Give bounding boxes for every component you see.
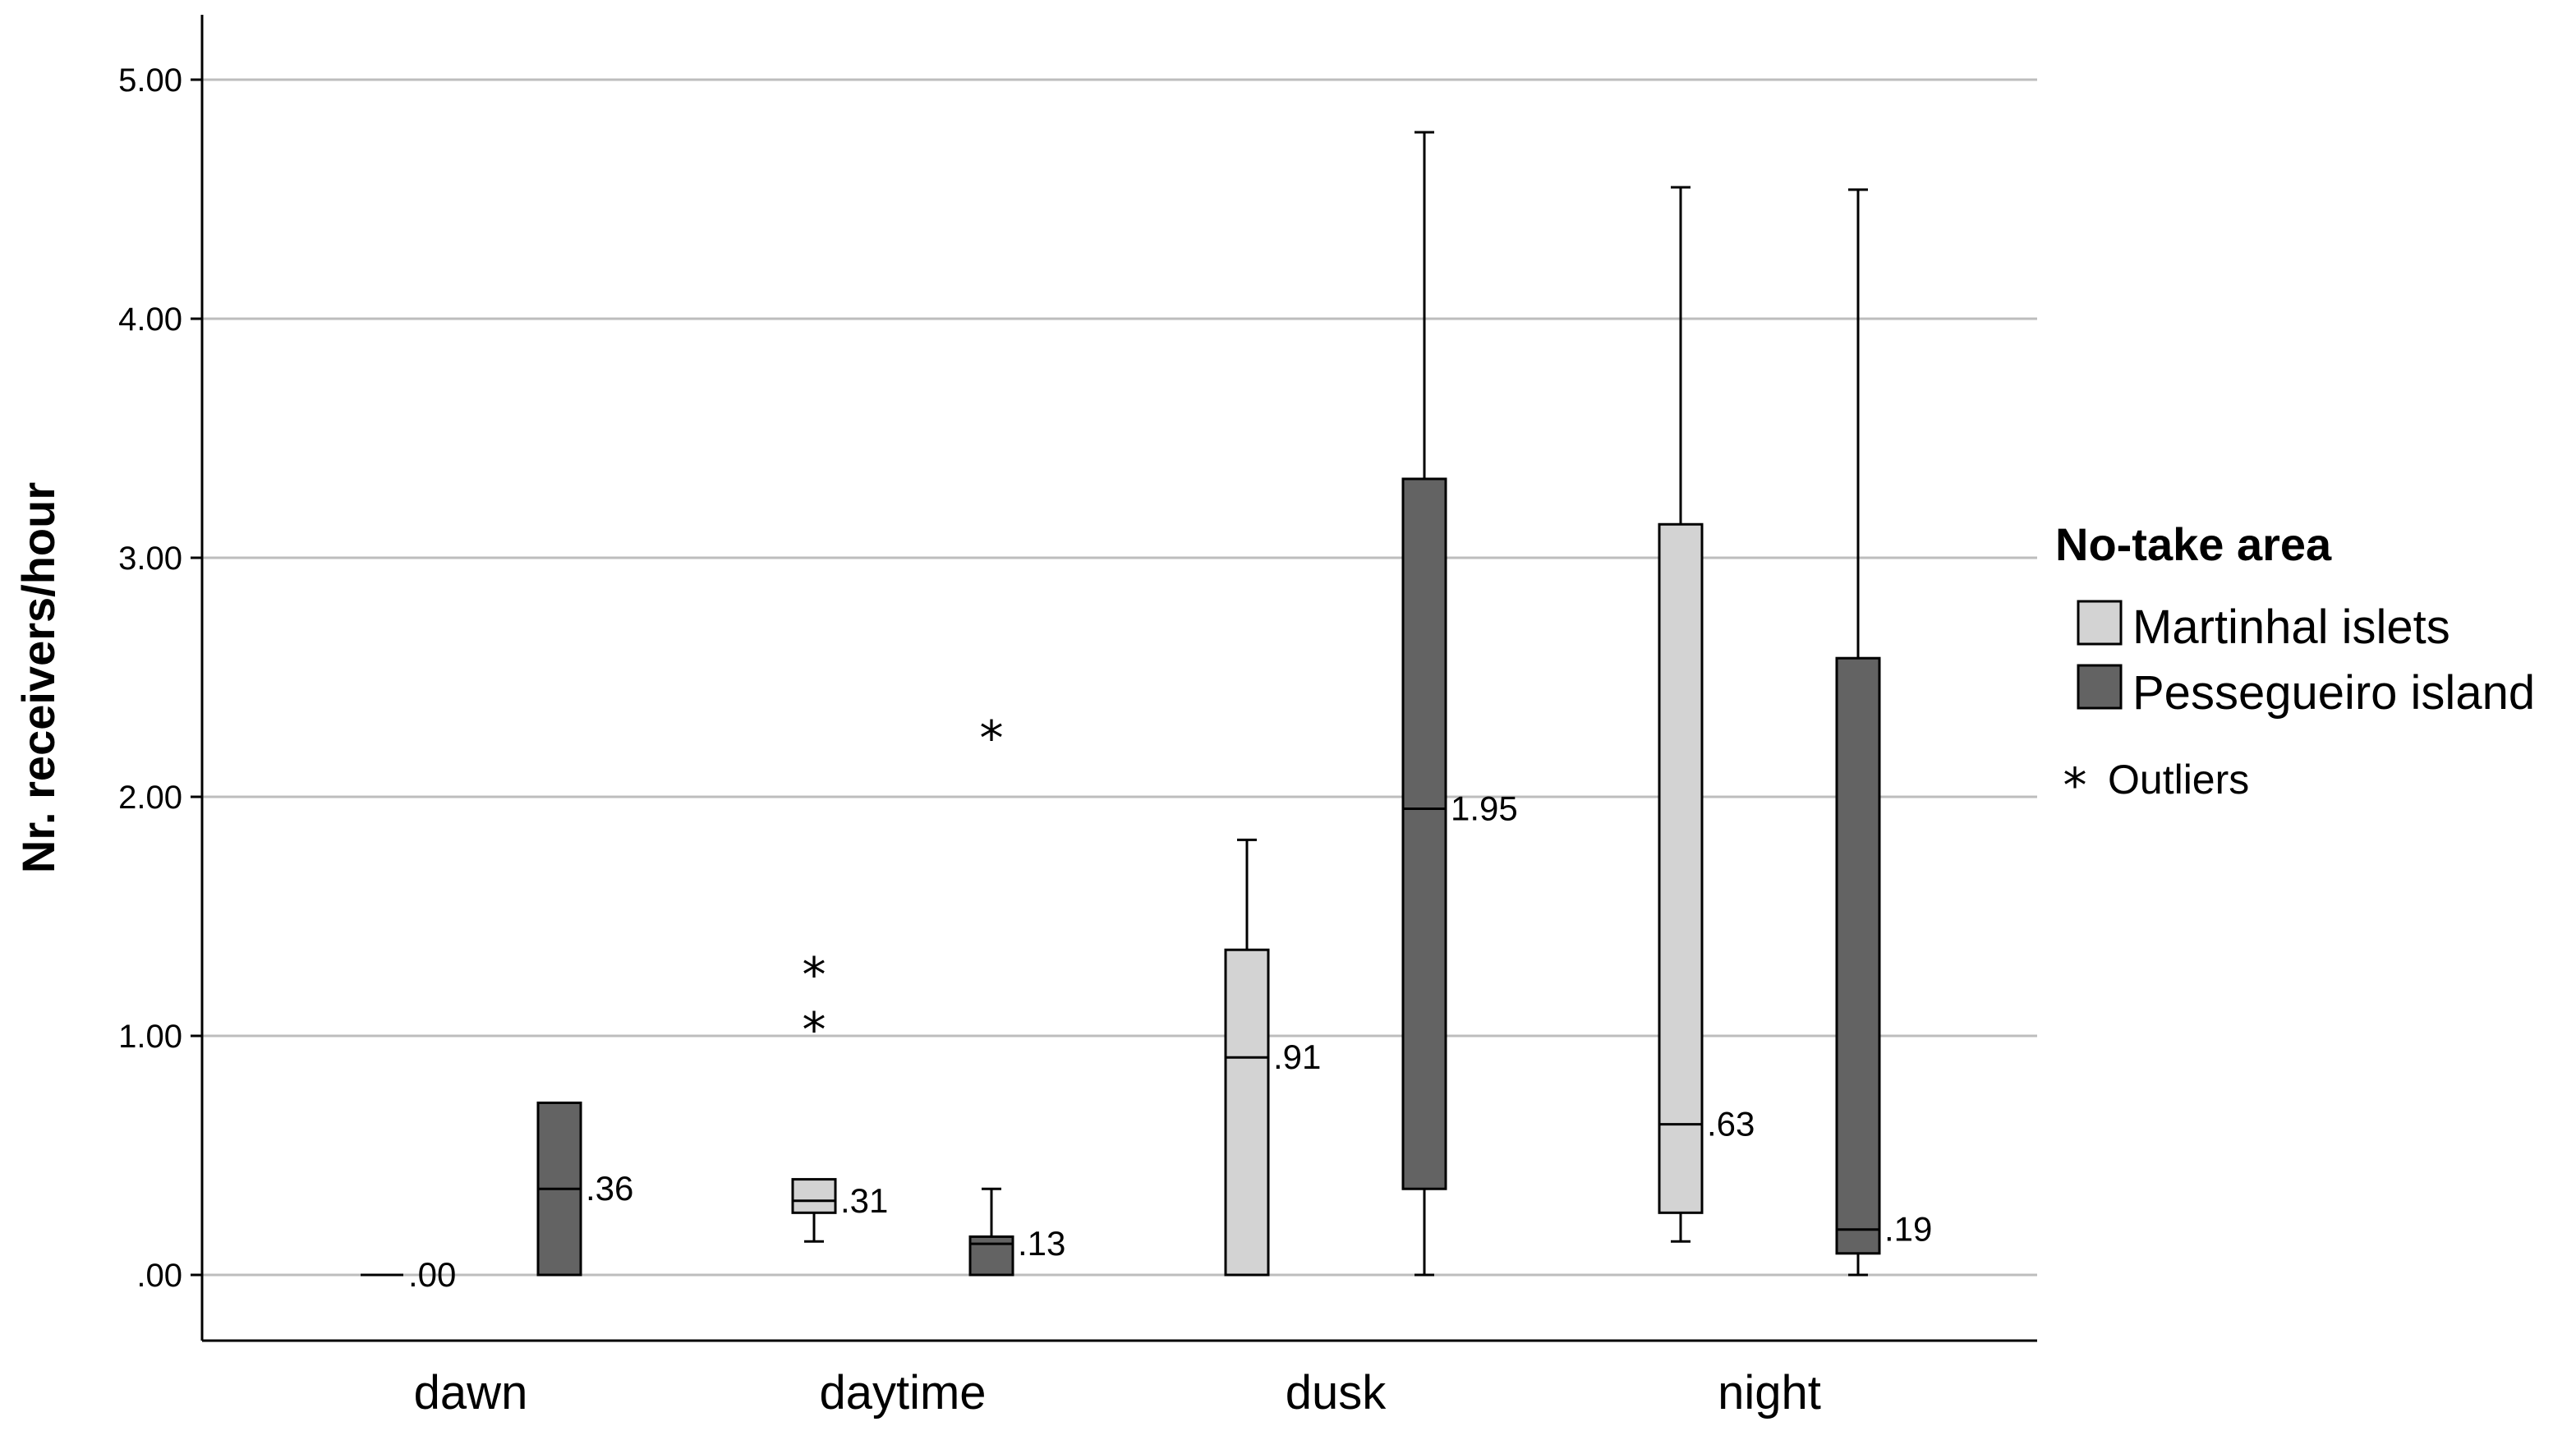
box-pessegueiro-island-dusk: 1.95 bbox=[1401, 131, 1518, 1277]
box-pessegueiro-island-daytime: .13 * bbox=[968, 710, 1065, 1277]
y-tick-label: 1.00 bbox=[118, 1019, 182, 1055]
box-martinhal-islets-daytime: .31 ** bbox=[791, 946, 888, 1243]
outlier-marker: * bbox=[803, 946, 826, 1002]
median-label: .36 bbox=[586, 1169, 633, 1208]
x-tick-label: daytime bbox=[819, 1366, 986, 1419]
outlier-marker: * bbox=[980, 710, 1004, 766]
median-label: .91 bbox=[1273, 1038, 1321, 1076]
legend-label-pessegueiro: Pessegueiro island bbox=[2132, 666, 2535, 720]
boxes: .00.31**.91.63.36.13*1.95.19 bbox=[361, 131, 1932, 1294]
y-tick-labels: .00 1.00 2.00 3.00 4.00 5.00 bbox=[118, 62, 202, 1294]
y-tick-label: 2.00 bbox=[118, 780, 182, 816]
y-tick-label: 4.00 bbox=[118, 301, 182, 338]
box-body bbox=[968, 1235, 1014, 1277]
median-label: .63 bbox=[1707, 1105, 1755, 1143]
legend-label-outliers: Outliers bbox=[2108, 757, 2249, 803]
legend-outlier-marker: * bbox=[2063, 757, 2087, 813]
box-pessegueiro-island-dawn: .36 bbox=[536, 1101, 633, 1277]
box-body bbox=[1224, 948, 1270, 1277]
box-body bbox=[1401, 477, 1447, 1190]
x-tick-label: night bbox=[1718, 1366, 1821, 1419]
x-tick-label: dawn bbox=[414, 1366, 528, 1419]
box-body bbox=[1835, 656, 1881, 1255]
y-axis-label: Nr. receivers/hour bbox=[12, 482, 64, 873]
median-label: .31 bbox=[840, 1181, 888, 1220]
median-label: .00 bbox=[408, 1255, 456, 1294]
x-tick-labels: dawn daytime dusk night bbox=[414, 1366, 1821, 1419]
y-tick-label: .00 bbox=[136, 1258, 182, 1294]
legend: No-take area Martinhal islets Pessegueir… bbox=[2055, 518, 2535, 813]
x-tick-label: dusk bbox=[1286, 1366, 1387, 1419]
y-tick-label: 3.00 bbox=[118, 541, 182, 577]
box-body bbox=[791, 1178, 837, 1214]
box-body bbox=[1658, 522, 1704, 1214]
outlier-marker: * bbox=[803, 1001, 826, 1057]
box-martinhal-islets-dawn: .00 bbox=[361, 1255, 456, 1294]
box-pessegueiro-island-night: .19 bbox=[1835, 188, 1932, 1277]
y-tick-label: 5.00 bbox=[118, 62, 182, 99]
median-label: 1.95 bbox=[1451, 789, 1518, 828]
legend-label-martinhal: Martinhal islets bbox=[2132, 600, 2450, 654]
gridlines bbox=[202, 78, 2037, 1277]
median-label: .13 bbox=[1018, 1224, 1065, 1263]
box-martinhal-islets-dusk: .91 bbox=[1224, 838, 1321, 1277]
legend-swatch-pessegueiro bbox=[2077, 664, 2123, 710]
legend-title: No-take area bbox=[2055, 518, 2332, 570]
legend-swatch-martinhal bbox=[2077, 600, 2123, 646]
median-label: .19 bbox=[1884, 1210, 1932, 1249]
axes bbox=[200, 15, 2037, 1342]
box-martinhal-islets-night: .63 bbox=[1658, 186, 1755, 1243]
